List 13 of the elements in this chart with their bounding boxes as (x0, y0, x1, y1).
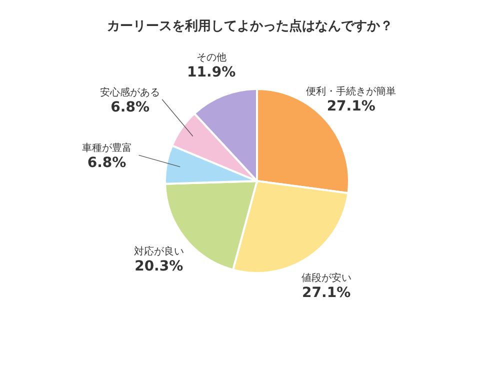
slice-label: 値段が安い (301, 272, 352, 284)
slice-label: 車種が豊富 (82, 142, 132, 154)
data-label: 20.3% (134, 258, 184, 275)
slice-label: 便利・手続きが簡単 (306, 86, 396, 98)
data-label: 27.1% (302, 285, 351, 302)
data-label: 6.8% (110, 99, 150, 116)
slice-label: その他 (196, 52, 226, 64)
data-label: 11.9% (187, 64, 236, 81)
slice-label: 安心感がある (100, 86, 160, 98)
data-label: 27.1% (326, 98, 376, 115)
chart-title: カーリースを利用してよかった点はなんですか？ (107, 18, 393, 34)
slice-label: 対応が良い (134, 246, 184, 258)
data-label: 6.8% (87, 155, 126, 172)
